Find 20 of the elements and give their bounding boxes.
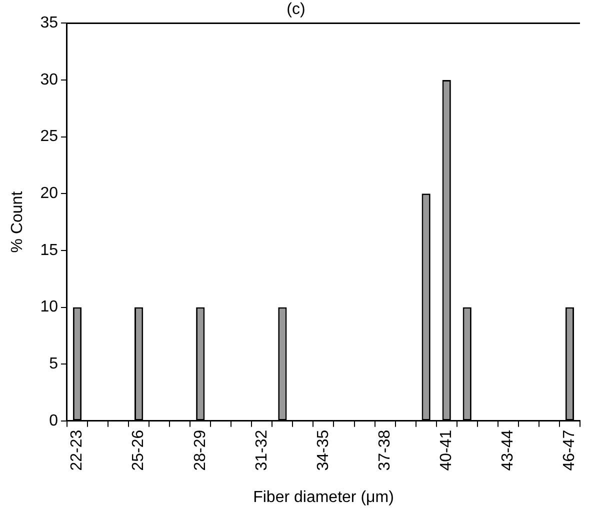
x-axis-title: Fiber diameter (μm): [253, 488, 394, 506]
x-tick-label: 43-44: [500, 430, 517, 471]
y-axis-title: % Count: [9, 190, 26, 253]
x-tick-label: 37-38: [376, 430, 394, 471]
x-tick-label: 22-23: [68, 430, 86, 471]
x-tick-label: 31-32: [253, 430, 270, 471]
y-tick-label: 25: [40, 128, 58, 146]
y-tick-label: 35: [40, 14, 58, 32]
x-tick-label: 40-41: [438, 430, 456, 471]
chart-title: (c): [286, 1, 306, 18]
y-tick-label: 15: [40, 242, 58, 259]
y-tick-label: 20: [40, 185, 58, 202]
y-tick-label: 30: [40, 71, 58, 88]
y-tick-label: 10: [40, 298, 58, 316]
x-tick-label: 25-26: [130, 430, 148, 471]
y-tick-label: 5: [49, 355, 58, 372]
x-tick-label: 34-35: [314, 430, 332, 471]
x-tick-label: 28-29: [192, 430, 209, 471]
y-tick-label: 0: [49, 412, 58, 430]
x-tick-label: 46-47: [561, 430, 578, 471]
